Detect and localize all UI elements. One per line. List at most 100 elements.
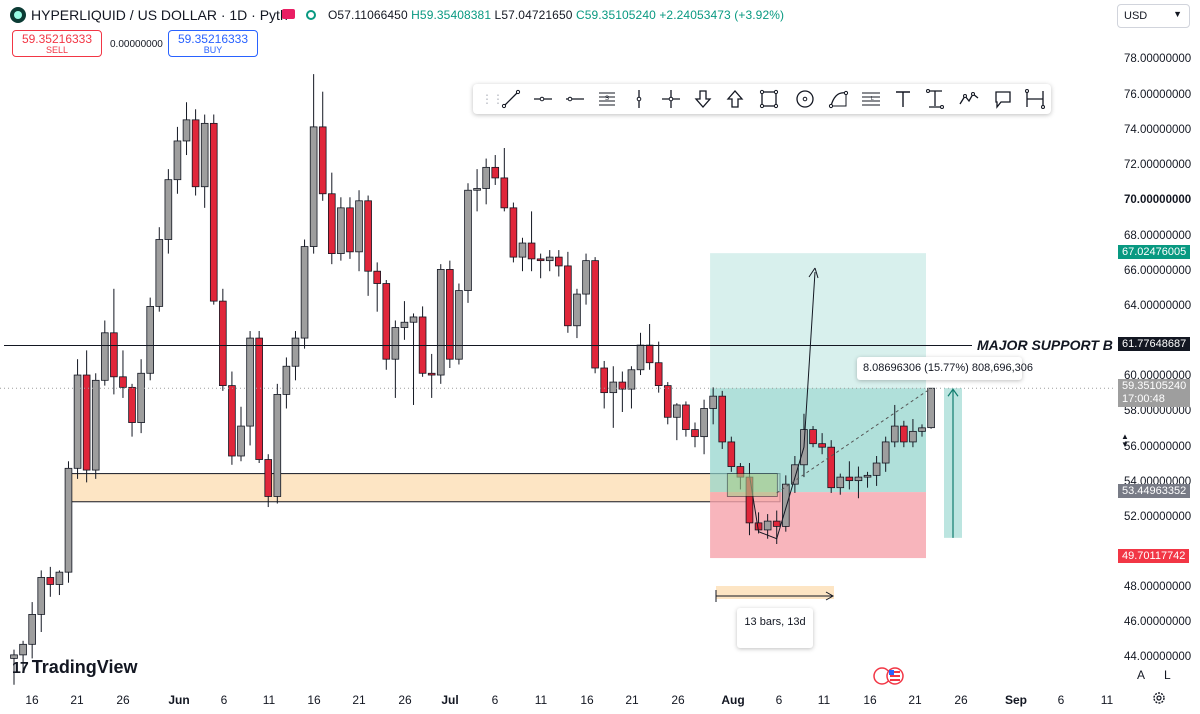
drag-handle-icon[interactable]: ⋮⋮	[481, 92, 504, 106]
candle-body	[264, 459, 273, 497]
candle-body	[854, 476, 863, 482]
candle-body	[527, 242, 536, 260]
axis-scroll-icon[interactable]: ▲ ▼	[1121, 432, 1129, 449]
candle-body	[700, 408, 708, 438]
symbol-title[interactable]: HYPERLIQUID / US DOLLAR · 1D · Pyth	[31, 7, 288, 23]
candle-body	[818, 443, 826, 448]
candle-body	[337, 207, 345, 254]
candle-body	[627, 369, 636, 390]
horizontal-line-icon[interactable]	[563, 87, 587, 111]
buy-button[interactable]: 59.35216333 BUY	[168, 30, 258, 57]
sell-price: 59.35216333	[21, 32, 93, 46]
candle-body	[28, 614, 36, 645]
candle-body	[827, 446, 835, 489]
candle-body	[219, 300, 227, 386]
last-price-tag: 59.35105240 17:00:48	[1118, 379, 1191, 407]
candle-body	[782, 483, 790, 527]
candle-body	[82, 374, 91, 471]
callout-icon[interactable]	[991, 87, 1015, 111]
curve-icon[interactable]	[827, 87, 851, 111]
candle-body	[101, 332, 109, 381]
flag-icon[interactable]	[870, 666, 908, 686]
open-value: O57.11066450	[328, 8, 408, 22]
text-icon[interactable]	[891, 87, 915, 111]
candle-body	[600, 367, 608, 394]
entry-price-tag: 53.44963352	[1118, 484, 1191, 498]
candle-body	[718, 395, 727, 443]
tradingview-logo[interactable]: 17 TradingView	[12, 657, 138, 678]
candle-body	[282, 365, 291, 395]
candle-body	[146, 305, 155, 374]
target-price-tag: 67.02476005	[1118, 245, 1191, 259]
candle-body	[110, 332, 118, 378]
candle-body	[391, 327, 400, 360]
candle-body	[691, 429, 699, 438]
ohlc-values: O57.11066450 H59.35408381 L57.04721650 C…	[328, 8, 784, 22]
rectangle-icon[interactable]	[757, 87, 781, 111]
auto-scale-button[interactable]: A	[1137, 668, 1146, 682]
candle-body	[536, 258, 545, 262]
anchored-text-icon[interactable]	[923, 87, 947, 111]
arrow-mark-up-icon[interactable]	[723, 87, 747, 111]
candle-body	[164, 179, 173, 240]
candle-body	[373, 270, 381, 284]
candle-body	[55, 571, 64, 585]
gear-icon[interactable]	[1152, 691, 1166, 705]
cross-line-icon[interactable]	[659, 87, 683, 111]
projection-arrow	[748, 271, 816, 540]
time-axis-label: 6	[491, 693, 499, 707]
time-axis-label: 21	[352, 693, 366, 707]
candle-body	[518, 242, 527, 258]
fib-retracement-icon[interactable]: L	[859, 87, 883, 111]
time-axis-label: 21	[625, 693, 639, 707]
price-axis-label: 78.00000000	[1124, 53, 1192, 65]
path-icon[interactable]	[957, 87, 981, 111]
time-axis-label: 26	[671, 693, 685, 707]
trend-line-icon[interactable]	[499, 87, 523, 111]
candle-body	[137, 372, 145, 423]
candle-body	[845, 476, 854, 482]
candle-body	[927, 387, 935, 429]
currency-select[interactable]: USD ▼	[1117, 4, 1190, 28]
tradingview-logo-icon: 17	[12, 660, 29, 677]
flag-icon[interactable]	[282, 9, 295, 19]
log-scale-button[interactable]: L	[1164, 668, 1171, 682]
svg-text:L: L	[871, 96, 874, 102]
candle-body	[119, 376, 127, 388]
candle-body	[318, 126, 327, 195]
arrow-mark-down-icon[interactable]	[691, 87, 715, 111]
time-axis-label: 6	[220, 693, 228, 707]
vertical-line-icon[interactable]	[627, 87, 651, 111]
chevron-down-icon: ▼	[1173, 9, 1182, 19]
candle-body	[173, 140, 182, 181]
parallel-channel-icon[interactable]: S	[595, 87, 619, 111]
candle-body	[654, 362, 663, 387]
circle-icon[interactable]	[793, 87, 817, 111]
price-axis-label: 44.00000000	[1124, 651, 1192, 663]
price-axis-label: 48.00000000	[1124, 581, 1192, 593]
spread-value: 0.00000000	[110, 39, 163, 50]
market-status-icon[interactable]	[306, 10, 316, 20]
time-axis-label: 26	[398, 693, 412, 707]
time-axis-label: Aug	[721, 693, 745, 707]
candle-body	[809, 429, 817, 445]
buy-price: 59.35216333	[177, 32, 249, 46]
price-axis-label: 70.00000000	[1124, 194, 1192, 206]
support-line-label[interactable]: MAJOR SUPPORT B	[977, 337, 1113, 353]
currency-value: USD	[1124, 10, 1148, 22]
candle-body	[881, 441, 890, 464]
candle-body	[10, 654, 18, 659]
sell-button[interactable]: 59.35216333 SELL	[12, 30, 102, 57]
candle-body	[191, 119, 200, 188]
candle-body	[346, 207, 354, 253]
date-price-range-icon[interactable]	[1023, 87, 1047, 111]
time-axis-label: 6	[775, 693, 783, 707]
candle-body	[355, 200, 363, 253]
candle-body	[128, 386, 136, 423]
candle-body	[436, 269, 445, 376]
candle-body	[37, 577, 46, 615]
horizontal-ray-icon[interactable]	[531, 87, 555, 111]
candle-body	[545, 256, 554, 262]
candle-body	[863, 474, 872, 478]
